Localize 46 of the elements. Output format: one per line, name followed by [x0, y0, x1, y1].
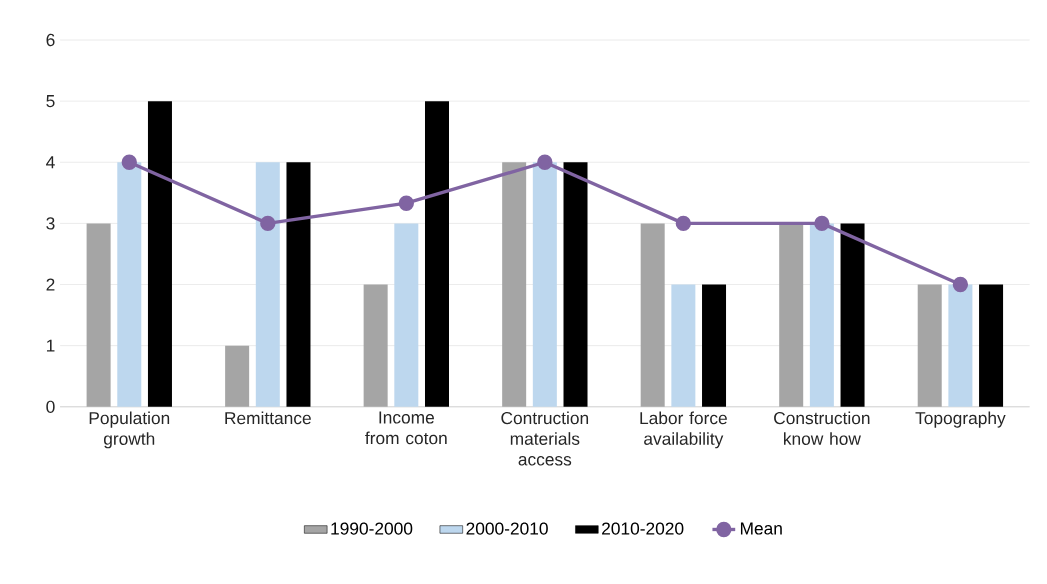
point	[121, 154, 137, 170]
y-tick-label: 0	[46, 400, 55, 413]
bar	[86, 223, 111, 407]
y-tick-label: 2	[46, 278, 55, 291]
point	[952, 276, 969, 293]
legend-label: 2010-2020	[602, 522, 684, 535]
legend-label: Mean	[740, 522, 782, 535]
point	[537, 154, 553, 170]
bar	[979, 284, 1004, 407]
point	[675, 215, 692, 231]
bar	[809, 223, 834, 407]
y-tick-label: 4	[46, 156, 55, 169]
point	[260, 215, 276, 231]
y-tick-label: 5	[46, 95, 55, 108]
bar	[424, 101, 449, 407]
bar	[117, 162, 142, 407]
bar	[286, 162, 311, 407]
bar	[394, 223, 419, 407]
bar	[702, 284, 727, 407]
x-tick-label: Income from coton	[365, 411, 447, 445]
x-tick-label: Contruction materials access	[501, 411, 589, 466]
legend-label: 1990-2000	[331, 522, 413, 535]
bar	[255, 162, 280, 407]
bar	[640, 223, 665, 407]
point	[814, 215, 830, 231]
y-tick-label: 3	[46, 217, 55, 230]
x-tick-label: Population growth	[89, 411, 170, 449]
x-tick-label: Topography	[915, 411, 1006, 428]
x-tick-label: Construction know how	[774, 411, 870, 445]
bar	[779, 223, 804, 407]
bar	[363, 284, 388, 407]
bar	[147, 101, 172, 407]
point	[398, 195, 414, 211]
bar	[948, 284, 973, 407]
legend-label: 2000-2010	[466, 522, 548, 535]
x-tick-label: Remittance	[225, 411, 311, 425]
bar	[225, 345, 250, 407]
bar	[532, 162, 557, 407]
bar	[840, 223, 865, 407]
bar	[917, 284, 942, 407]
bar	[671, 284, 696, 407]
bar	[563, 162, 588, 407]
bar	[502, 162, 527, 407]
x-tick-label: Labor force availability	[640, 411, 727, 449]
y-tick-label: 1	[46, 339, 55, 352]
y-tick-label: 6	[46, 33, 55, 47]
